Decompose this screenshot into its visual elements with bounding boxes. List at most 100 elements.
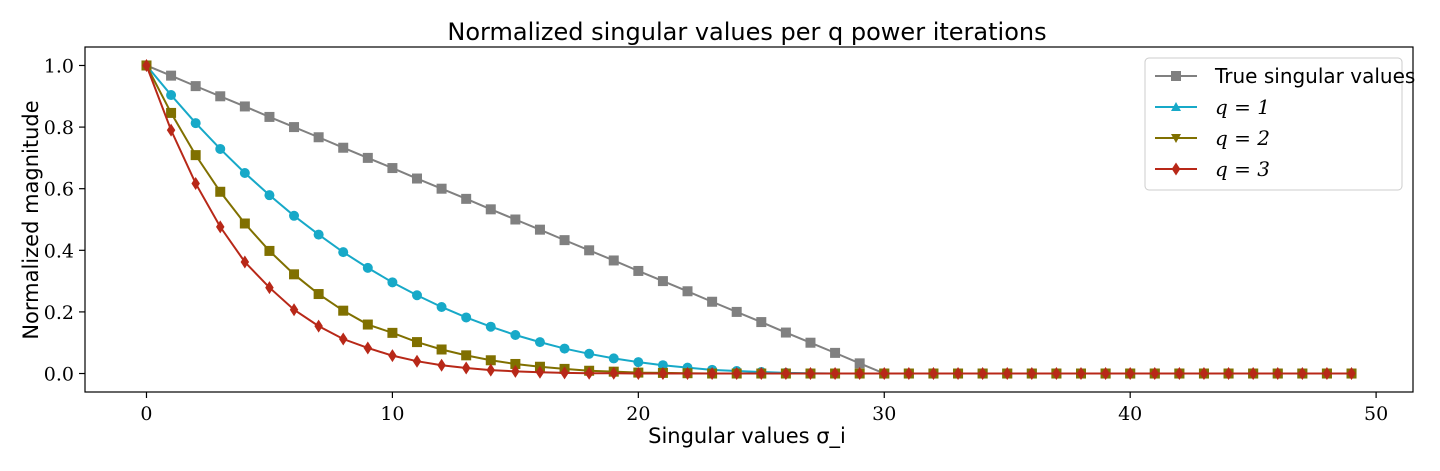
data-point	[904, 367, 914, 381]
legend: True singular values q = 1 q = 2 q = 3	[1144, 57, 1415, 191]
data-point	[289, 303, 299, 317]
data-point	[1273, 367, 1282, 381]
data-point	[707, 296, 718, 307]
data-point	[805, 337, 816, 348]
legend-swatch-marker	[1171, 71, 1181, 81]
data-point	[461, 350, 472, 361]
data-point	[412, 337, 422, 348]
data-point	[388, 349, 397, 363]
data-point	[338, 332, 348, 346]
data-point	[1076, 367, 1086, 381]
data-point	[1248, 367, 1258, 381]
data-point	[855, 367, 864, 381]
legend-swatch-marker	[1171, 102, 1181, 111]
data-point	[166, 123, 176, 137]
data-point	[1150, 367, 1160, 381]
data-point	[166, 70, 177, 81]
data-point	[166, 90, 177, 101]
data-point	[731, 306, 742, 317]
legend-swatch-marker	[1171, 162, 1181, 176]
data-point	[412, 354, 422, 368]
data-point	[534, 224, 545, 235]
data-point	[239, 101, 250, 112]
data-point	[436, 183, 447, 194]
data-point	[485, 204, 496, 215]
data-point	[608, 255, 619, 266]
data-point	[314, 319, 323, 333]
data-point	[239, 167, 250, 178]
data-point	[362, 262, 373, 273]
data-point	[978, 367, 987, 381]
data-point	[240, 255, 250, 269]
data-point	[387, 327, 398, 338]
data-point	[191, 176, 200, 190]
series-layer	[141, 58, 1357, 381]
data-point	[142, 58, 151, 72]
legend-label: q = 3	[1215, 157, 1270, 181]
data-point	[338, 247, 349, 258]
data-point	[559, 235, 570, 246]
data-point	[510, 358, 521, 369]
data-point	[854, 358, 865, 369]
data-point	[559, 343, 570, 354]
data-point	[264, 245, 275, 256]
data-point	[1347, 367, 1356, 381]
legend-label: True singular values	[1214, 64, 1415, 88]
data-point	[535, 365, 545, 379]
data-point	[584, 348, 595, 359]
data-point	[215, 91, 226, 102]
data-point	[362, 319, 373, 330]
x-tick-label: 50	[1364, 403, 1388, 425]
data-point	[190, 81, 201, 92]
data-point	[289, 210, 300, 221]
data-point	[387, 277, 398, 288]
data-point	[1224, 367, 1233, 381]
data-point	[190, 118, 201, 129]
data-point	[264, 190, 275, 201]
data-point	[437, 358, 446, 372]
data-point	[265, 281, 274, 295]
data-point	[239, 218, 250, 229]
data-point	[1322, 367, 1332, 381]
data-point	[1298, 367, 1307, 381]
data-point	[387, 163, 398, 174]
data-point	[313, 289, 324, 300]
data-point	[609, 366, 618, 380]
legend-entry: q = 2	[1155, 126, 1270, 150]
data-point	[682, 286, 693, 297]
data-point	[436, 301, 447, 312]
data-point	[1175, 367, 1184, 381]
data-point	[534, 337, 545, 348]
x-tick-label: 30	[872, 403, 896, 425]
data-point	[806, 367, 815, 381]
data-point	[461, 312, 472, 323]
data-point	[338, 142, 349, 153]
data-point	[781, 367, 791, 381]
data-point	[929, 367, 938, 381]
data-point	[461, 361, 471, 375]
data-point	[190, 150, 201, 161]
data-point	[461, 193, 472, 204]
legend-label: q = 2	[1215, 126, 1270, 150]
x-tick-label: 10	[380, 403, 404, 425]
legend-entry: True singular values	[1155, 64, 1415, 88]
chart-title: Normalized singular values per q power i…	[447, 18, 1046, 46]
y-tick-label: 0.2	[44, 302, 74, 324]
legend-label: q = 1	[1215, 95, 1270, 119]
data-point	[757, 367, 766, 381]
data-point	[608, 353, 619, 364]
data-point	[436, 344, 447, 355]
data-point	[215, 143, 226, 154]
data-point	[289, 269, 300, 280]
legend-swatch-marker	[1171, 134, 1181, 143]
data-point	[707, 367, 717, 381]
data-point	[732, 367, 741, 381]
data-point	[1125, 367, 1135, 381]
data-point	[363, 341, 373, 355]
data-point	[215, 186, 226, 197]
data-point	[313, 132, 324, 143]
data-point	[1199, 367, 1209, 381]
data-point	[560, 366, 569, 380]
y-tick-label: 1.0	[44, 55, 74, 77]
y-tick-label: 0.4	[44, 240, 74, 262]
